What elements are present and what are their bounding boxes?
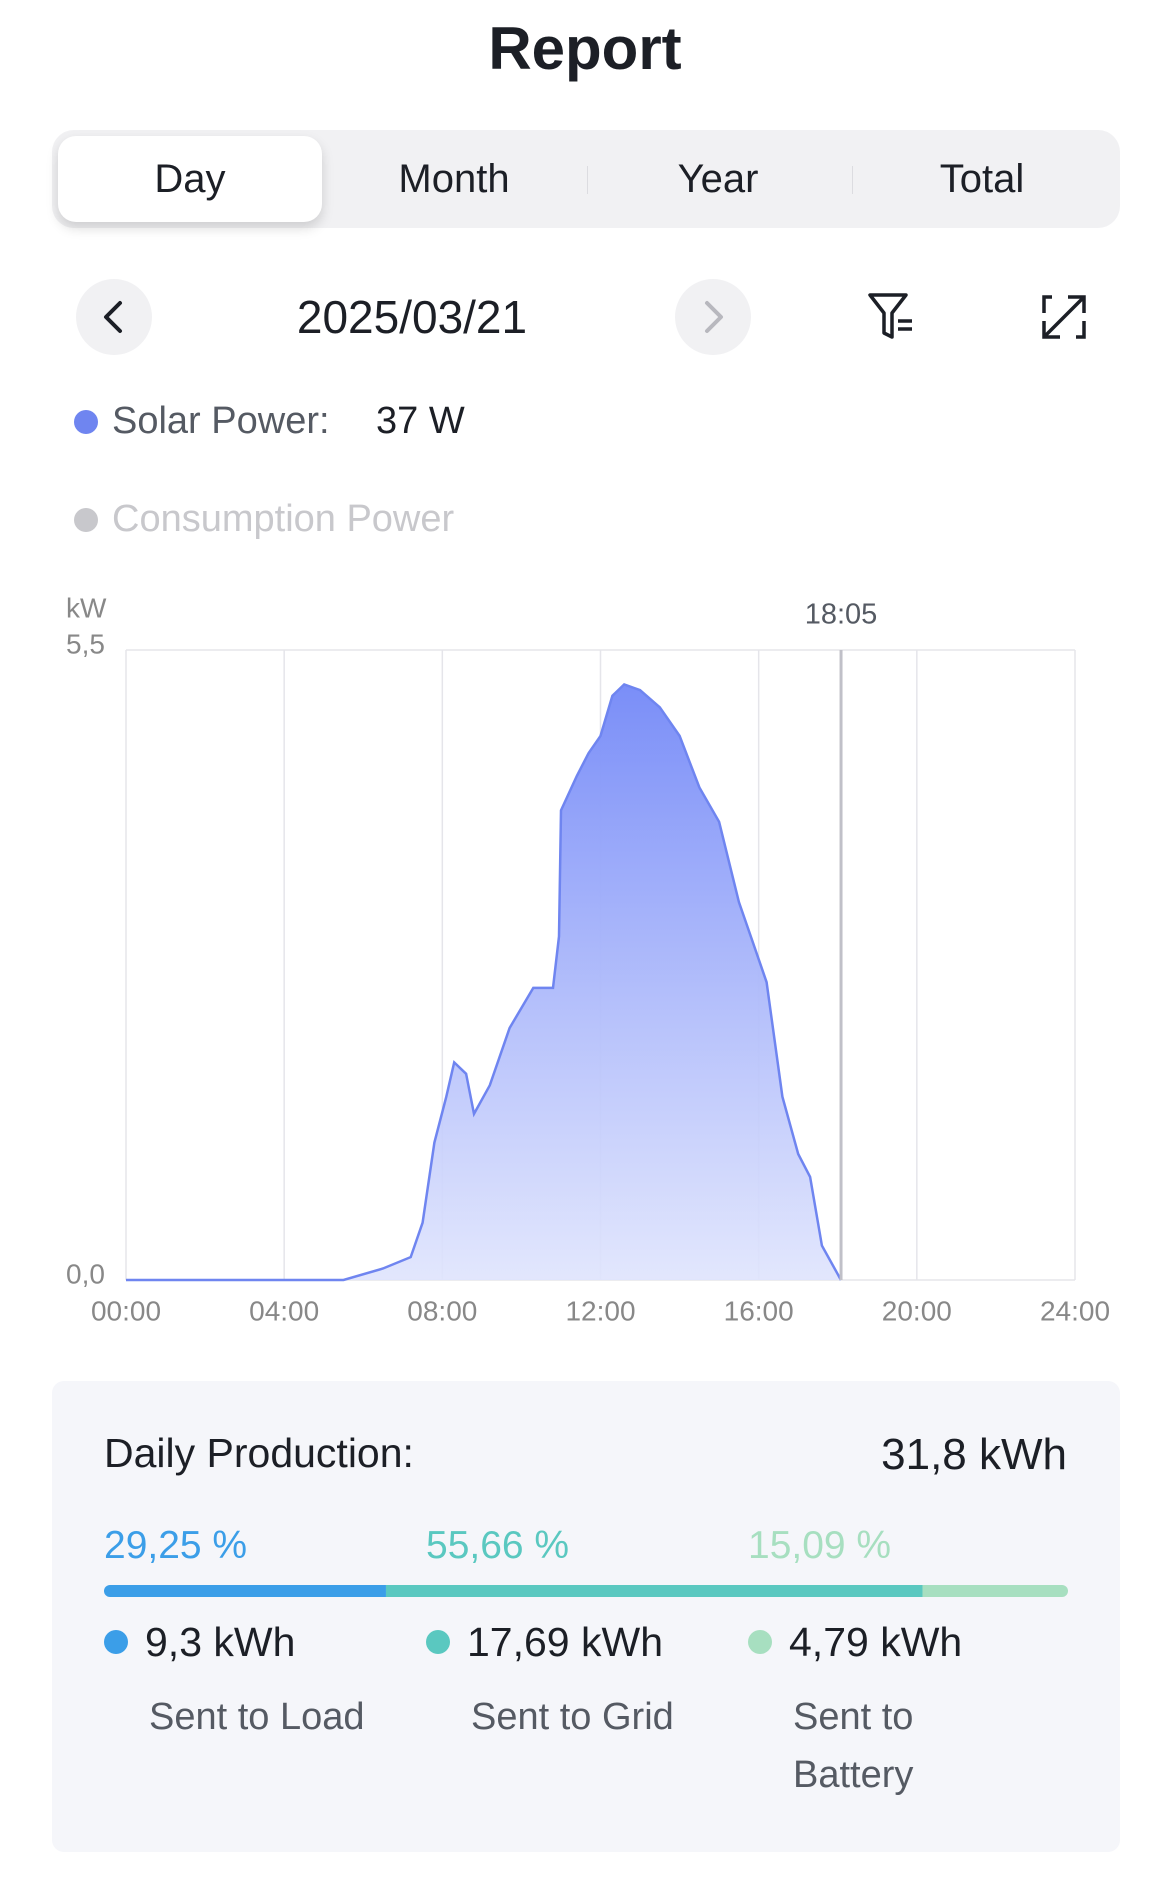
- x-tick-label: 08:00: [407, 1295, 477, 1326]
- legend-label: Consumption Power: [112, 498, 455, 540]
- share-segment: [385, 1585, 923, 1597]
- tab[interactable]: Year: [677, 157, 759, 201]
- chart: kW 00:00 04:00 08:00 12:00 16:00 20:00 24:00 0,…: [66, 592, 1110, 1326]
- x-tick-label: 24:00: [1040, 1295, 1110, 1326]
- production-title: Daily Production:: [104, 1430, 414, 1476]
- item-label: Sent to Grid: [471, 1696, 674, 1738]
- separator: [587, 166, 588, 194]
- y-tick-label: 5,5: [66, 628, 105, 659]
- share-label: 15,09 %: [748, 1524, 892, 1567]
- expand-icon[interactable]: [1040, 293, 1088, 341]
- chevron-left: [104, 301, 122, 333]
- legend-value: 37 W: [376, 400, 465, 442]
- x-tick-label: 04:00: [249, 1295, 319, 1326]
- share-bar: [104, 1585, 1068, 1597]
- line: [126, 682, 842, 1282]
- share-label: 55,66 %: [426, 1524, 570, 1567]
- tab-bar: Day Month Year Total: [52, 130, 1120, 228]
- share-segment: [922, 1585, 1068, 1597]
- x-tick-label: 16:00: [724, 1295, 794, 1326]
- item-amount: 9,3 kWh: [145, 1619, 296, 1665]
- item-dot: [104, 1630, 128, 1654]
- legend-dot: [74, 410, 98, 434]
- chevron-right: [705, 301, 723, 333]
- item-amount: 4,79 kWh: [789, 1619, 963, 1665]
- tab[interactable]: Total: [939, 157, 1025, 201]
- legend-dot: [74, 508, 98, 532]
- x-tick-label: 00:00: [91, 1295, 161, 1326]
- share-label: 29,25 %: [104, 1524, 248, 1567]
- share-segment: [104, 1585, 386, 1597]
- date[interactable]: 2025/03/21: [296, 291, 528, 343]
- tab[interactable]: Day: [58, 136, 322, 222]
- item-amount: 17,69 kWh: [467, 1619, 663, 1665]
- production-card: [52, 1381, 1120, 1852]
- x-tick-label: 20:00: [882, 1295, 952, 1326]
- prev-button[interactable]: [76, 279, 152, 355]
- next-button[interactable]: [675, 279, 751, 355]
- x-tick-label: 12:00: [565, 1295, 635, 1326]
- y-tick-label: 0,0: [66, 1258, 105, 1289]
- page-title: Report: [488, 15, 682, 82]
- y-axis-label: kW: [66, 592, 107, 623]
- item-dot: [426, 1630, 450, 1654]
- separator: [852, 166, 853, 194]
- tab[interactable]: Month: [398, 157, 510, 201]
- item-label: Sent to Load: [149, 1696, 365, 1738]
- production-total: 31,8 kWh: [881, 1430, 1067, 1479]
- area: [126, 684, 841, 1280]
- item-dot: [748, 1630, 772, 1654]
- cursor-label: 18:05: [805, 599, 878, 631]
- item-label: Sent to Battery: [793, 1696, 914, 1796]
- legend-label: Solar Power:: [112, 400, 330, 442]
- filter-icon[interactable]: [866, 291, 922, 343]
